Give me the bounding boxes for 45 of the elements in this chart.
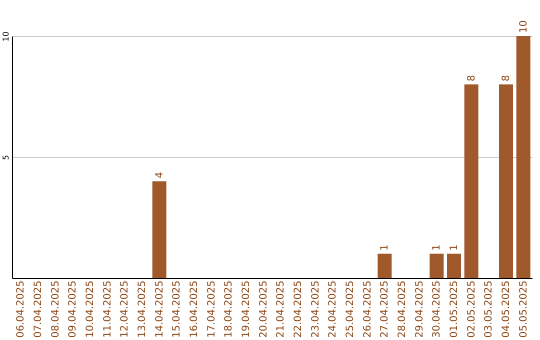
bar [430,254,444,278]
x-tick-label: 20.04.2025 [258,280,270,338]
bar [516,36,530,278]
x-tick-label: 25.04.2025 [345,280,356,338]
x-tick-label: 06.04.2025 [16,280,27,338]
x-tick-label: 08.04.2025 [50,280,62,338]
data-label: 4 [154,172,166,178]
x-tick-label: 16.04.2025 [189,280,200,338]
x-tick-label: 22.04.2025 [293,280,304,338]
x-tick-label: 09.04.2025 [68,280,79,338]
bar [152,181,166,278]
data-label: 1 [432,244,443,251]
x-tick-label: 26.04.2025 [362,280,374,338]
bar [499,84,513,278]
bar [464,84,478,278]
data-label: 1 [449,244,460,251]
bar [447,254,461,278]
x-tick-label: 21.04.2025 [276,280,287,338]
data-label: 8 [466,75,478,82]
x-tick-label: 18.04.2025 [224,280,235,338]
x-tick-label: 23.04.2025 [310,280,322,338]
x-tick-label: 11.04.2025 [102,280,114,338]
x-tick-label: 29.04.2025 [414,280,426,338]
x-tick-label: 02.05.2025 [466,280,478,338]
x-tick-label: 27.04.2025 [380,280,391,338]
x-tick-label: 30.04.2025 [432,280,443,338]
data-label: 10 [518,20,530,33]
data-label: 8 [501,75,512,82]
data-label: 1 [380,244,391,251]
x-tick-label: 05.05.2025 [518,280,530,338]
x-tick-label: 24.04.2025 [328,280,339,338]
y-tick-label: 5 [2,154,10,160]
x-tick-label: 12.04.2025 [120,280,131,338]
x-tick-label: 14.04.2025 [154,280,166,338]
x-tick-label: 15.04.2025 [172,280,183,338]
x-tick-label: 04.05.2025 [501,280,512,338]
x-tick-label: 19.04.2025 [241,280,252,338]
x-tick-label: 03.05.2025 [484,280,495,338]
x-tick-label: 17.04.2025 [206,280,218,338]
x-tick-label: 28.04.2025 [397,280,408,338]
x-tick-label: 07.04.2025 [33,280,44,338]
x-tick-label: 01.05.2025 [449,280,460,338]
x-tick-label: 10.04.2025 [85,280,96,338]
bar [378,254,392,278]
x-tick-label: 13.04.2025 [137,280,148,338]
